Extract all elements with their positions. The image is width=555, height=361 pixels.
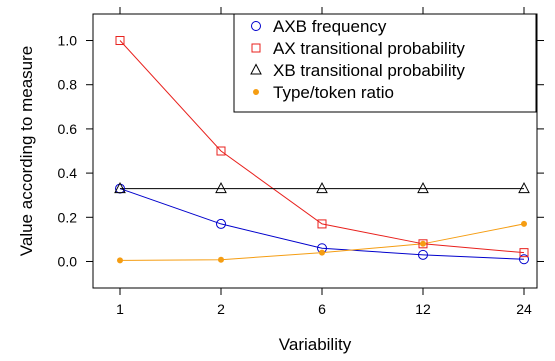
legend-label-axb-frequency: AXB frequency [273,17,387,36]
y-tick-label: 0.2 [58,209,78,225]
xb-transitional-probability-point [316,181,328,194]
axis-ticks: 1 2 6 12 240.00.20.40.60.81.0 [58,7,544,317]
y-tick-label: 1.0 [58,33,78,49]
ax-transitional-probability-point [519,248,529,258]
ax-transitional-probability-point [317,219,327,229]
y-tick-label: 0.0 [58,253,78,269]
type-token-ratio-point [218,256,224,263]
type-token-ratio-point [117,257,123,264]
ax-transitional-probability-point [115,36,125,46]
x-tick-label: 24 [516,301,532,317]
ax-transitional-probability-line [119,40,525,254]
axb-frequency-point [519,254,529,265]
type-token-ratio-point [319,249,325,256]
x-tick-label: 2 [217,301,225,317]
legend: AXB frequency AX transitional probability… [233,13,537,113]
legend-label-ax-transitional-probability: AX transitional probability [273,39,465,58]
x-axis-label: Variability [279,335,352,354]
legend-marker-axb-frequency [251,21,261,31]
ax-transitional-probability-point [418,239,428,249]
x-tick-label: 1 [116,301,124,317]
x-tick-label: 12 [415,301,431,317]
legend-marker-ax-transitional-probability [251,43,261,53]
legend-marker-xb-transitional-probability [250,63,262,75]
y-tick-label: 0.8 [58,77,78,93]
axb-frequency-line [119,188,525,260]
xb-transitional-probability-point [518,181,530,194]
ax-transitional-probability-point [216,146,226,156]
type-token-ratio-point [521,220,527,227]
xb-transitional-probability-point [215,181,227,194]
axb-frequency-point [216,218,226,229]
axb-frequency-point [418,249,428,260]
x-tick-label: 6 [318,301,326,317]
type-token-ratio-point [420,240,426,247]
y-tick-label: 0.6 [58,121,78,137]
legend-box [233,13,537,113]
y-axis-label: Value according to measure [17,46,36,256]
legend-label-xb-transitional-probability: XB transitional probability [273,61,465,80]
legend-label-type-token-ratio: Type/token ratio [273,83,394,102]
y-tick-label: 0.4 [58,165,78,181]
legend-marker-type-token-ratio [253,89,259,95]
xb-transitional-probability-point [417,181,429,194]
series-markers [114,36,530,265]
xb-transitional-probability-point [114,181,126,194]
